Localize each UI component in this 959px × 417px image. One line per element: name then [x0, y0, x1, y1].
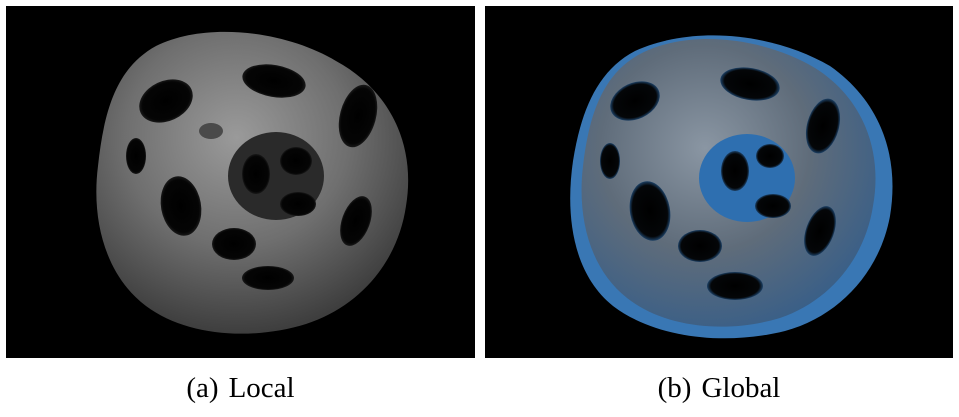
caption-label: Local — [228, 372, 295, 404]
global-mesh-render — [570, 35, 893, 339]
caption-local: (a) Local — [6, 368, 475, 408]
caption-tag: (b) — [657, 372, 692, 404]
panel-local-image — [6, 6, 475, 358]
caption-global: (b) Global — [485, 368, 953, 408]
caption-label: Global — [701, 372, 781, 404]
caption-tag: (a) — [186, 372, 219, 404]
panel-global-image — [485, 6, 953, 358]
local-mesh-render — [96, 31, 409, 334]
